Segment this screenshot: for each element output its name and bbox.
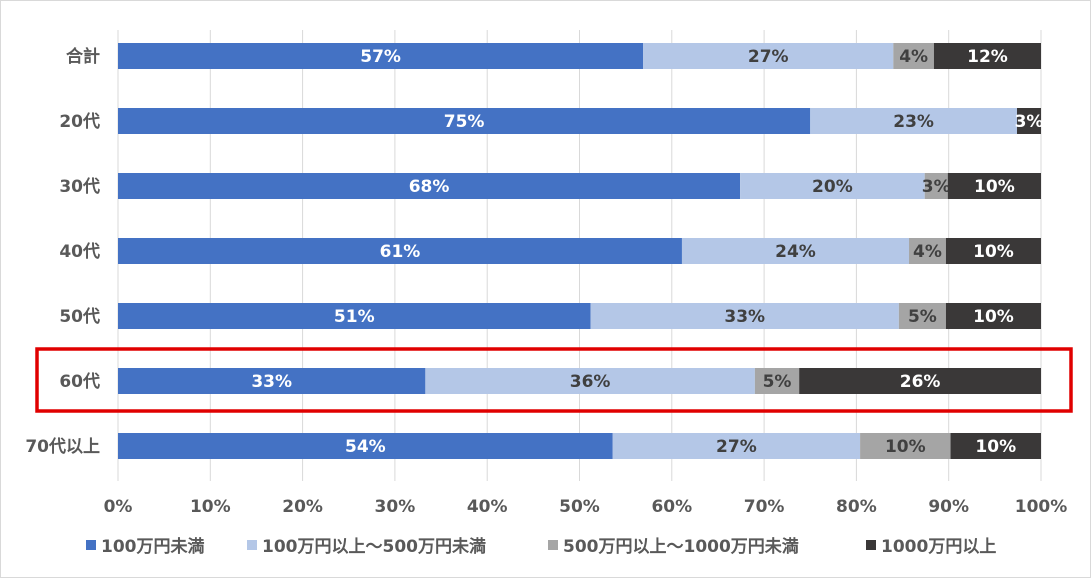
bar-segment bbox=[810, 108, 1018, 134]
bar-segment bbox=[118, 173, 741, 199]
category-label: 30代 bbox=[59, 176, 100, 197]
data-label: 68% bbox=[409, 177, 450, 197]
x-tick-label: 20% bbox=[282, 497, 323, 517]
data-label: 10% bbox=[973, 307, 1014, 327]
bar-segment bbox=[1017, 108, 1041, 134]
data-label: 12% bbox=[967, 47, 1008, 67]
legend-label: 1000万円以上 bbox=[881, 537, 996, 557]
data-label: 61% bbox=[380, 242, 421, 262]
x-tick-label: 80% bbox=[836, 497, 877, 517]
x-tick-label: 10% bbox=[190, 497, 231, 517]
x-tick-label: 30% bbox=[375, 497, 416, 517]
x-tick-label: 40% bbox=[467, 497, 508, 517]
data-label: 10% bbox=[974, 177, 1015, 197]
bar-segment bbox=[950, 433, 1041, 459]
data-label: 3% bbox=[922, 177, 951, 197]
x-tick-label: 70% bbox=[744, 497, 785, 517]
data-label: 4% bbox=[913, 242, 942, 262]
category-label: 60代 bbox=[59, 371, 100, 392]
bar-segment bbox=[860, 433, 951, 459]
bar-segment bbox=[933, 43, 1041, 69]
bar-segment bbox=[118, 433, 613, 459]
bar-segment bbox=[681, 238, 910, 264]
category-label: 40代 bbox=[59, 241, 100, 262]
data-label: 24% bbox=[775, 242, 816, 262]
data-label: 10% bbox=[885, 437, 926, 457]
bar-segment bbox=[924, 173, 948, 199]
legend-swatch bbox=[548, 540, 558, 550]
legend-label: 100万円以上～500万円未満 bbox=[262, 536, 486, 557]
x-tick-label: 0% bbox=[104, 497, 133, 517]
bar-segment bbox=[893, 43, 934, 69]
bar-segment bbox=[425, 368, 755, 394]
data-label: 51% bbox=[334, 307, 375, 327]
bar-segment bbox=[945, 238, 1041, 264]
bar-segment bbox=[799, 368, 1041, 394]
data-label: 36% bbox=[570, 372, 611, 392]
data-label: 26% bbox=[900, 372, 941, 392]
bar-segment bbox=[118, 238, 682, 264]
legend-label: 100万円未満 bbox=[101, 536, 205, 557]
legend-swatch bbox=[86, 540, 96, 550]
bar-segment bbox=[118, 303, 591, 329]
bar-segment bbox=[590, 303, 899, 329]
bar-segment bbox=[740, 173, 925, 199]
data-label: 75% bbox=[444, 112, 485, 132]
bar-segment bbox=[118, 368, 426, 394]
x-tick-label: 60% bbox=[651, 497, 692, 517]
data-label: 4% bbox=[899, 47, 928, 67]
data-label: 10% bbox=[975, 437, 1016, 457]
bar-segment bbox=[945, 303, 1041, 329]
data-label: 5% bbox=[908, 307, 937, 327]
x-tick-label: 90% bbox=[928, 497, 969, 517]
x-tick-label: 50% bbox=[559, 497, 600, 517]
data-label: 20% bbox=[812, 177, 853, 197]
legend-label: 500万円以上～1000万円未満 bbox=[563, 536, 799, 557]
bar-segment bbox=[643, 43, 894, 69]
bar-segment bbox=[612, 433, 861, 459]
x-tick-label: 100% bbox=[1015, 497, 1068, 517]
category-label: 70代以上 bbox=[25, 436, 100, 457]
category-label: 20代 bbox=[59, 111, 100, 132]
data-label: 33% bbox=[724, 307, 765, 327]
data-label: 3% bbox=[1015, 112, 1044, 132]
data-label: 54% bbox=[345, 437, 386, 457]
legend-swatch bbox=[866, 540, 876, 550]
legend-swatch bbox=[247, 540, 257, 550]
data-label: 33% bbox=[251, 372, 292, 392]
bar-segment bbox=[898, 303, 946, 329]
bar-segment bbox=[118, 43, 644, 69]
bar-segment bbox=[118, 108, 811, 134]
bar-segment bbox=[909, 238, 946, 264]
bar-segment bbox=[947, 173, 1041, 199]
data-label: 27% bbox=[748, 47, 789, 67]
data-label: 5% bbox=[763, 372, 792, 392]
data-label: 57% bbox=[360, 47, 401, 67]
category-label: 50代 bbox=[59, 306, 100, 327]
category-label: 合計 bbox=[66, 46, 100, 67]
highlight-box bbox=[35, 347, 1073, 413]
data-label: 23% bbox=[893, 112, 934, 132]
data-label: 27% bbox=[716, 437, 757, 457]
bar-segment bbox=[754, 368, 800, 394]
data-label: 10% bbox=[973, 242, 1014, 262]
